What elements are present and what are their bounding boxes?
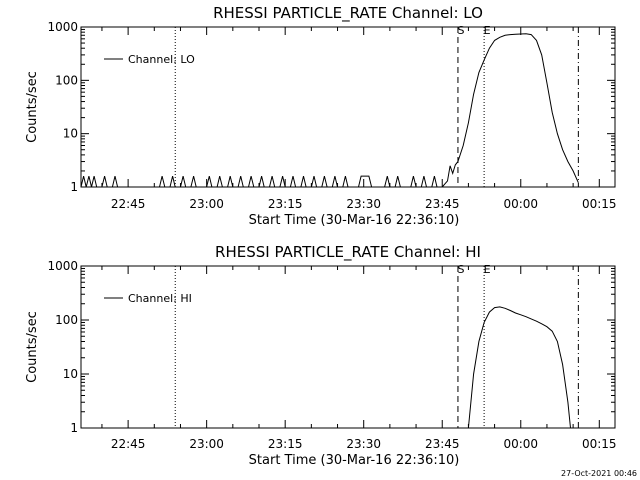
legend-label: Channel: LO xyxy=(128,53,195,66)
x-tick-label: 00:15 xyxy=(582,437,617,451)
footer-timestamp: 27-Oct-2021 00:46 xyxy=(561,469,637,478)
chart-title: RHESSI PARTICLE_RATE Channel: LO xyxy=(213,4,483,23)
y-axis-label: Counts/sec xyxy=(25,71,40,143)
x-axis-label: Start Time (30-Mar-16 22:36:10) xyxy=(249,453,460,468)
marker-label-s: S xyxy=(457,24,464,37)
y-tick-label: 1000 xyxy=(47,259,78,273)
x-tick-label: 23:30 xyxy=(346,197,381,211)
x-tick-label: 23:00 xyxy=(189,197,224,211)
marker-label-s: S xyxy=(457,263,464,276)
y-tick-label: 1 xyxy=(70,180,78,194)
y-tick-label: 100 xyxy=(55,73,78,87)
plot-frame xyxy=(80,26,616,188)
x-tick-label: 00:15 xyxy=(582,197,617,211)
y-tick-label: 1000 xyxy=(47,20,78,34)
y-axis-label: Counts/sec xyxy=(25,311,40,383)
y-tick-label: 10 xyxy=(63,367,78,381)
panel-lo: RHESSI PARTICLE_RATE Channel: LO 1 10 100 10… xyxy=(25,4,617,228)
series-line xyxy=(467,306,571,429)
x-tick-label: 23:45 xyxy=(425,197,460,211)
chart-title: RHESSI PARTICLE_RATE Channel: HI xyxy=(215,243,481,262)
y-tick-label: 10 xyxy=(63,127,78,141)
x-tick-label: 23:45 xyxy=(425,437,460,451)
marker-label-e: E xyxy=(484,263,491,276)
x-tick-label: 23:15 xyxy=(268,437,303,451)
legend-label: Channel: HI xyxy=(128,292,192,305)
x-tick-label: 00:00 xyxy=(503,437,538,451)
plot-frame xyxy=(80,265,616,429)
marker-label-e: E xyxy=(484,24,491,37)
x-tick-label: 00:00 xyxy=(503,197,538,211)
x-tick-label: 23:30 xyxy=(346,437,381,451)
x-tick-label: 23:00 xyxy=(189,437,224,451)
series-line xyxy=(80,33,579,188)
panel-hi: RHESSI PARTICLE_RATE Channel: HI 1 10 100 10… xyxy=(25,243,617,468)
x-tick-label: 22:45 xyxy=(111,197,146,211)
x-tick-label: 22:45 xyxy=(111,437,146,451)
y-tick-label: 100 xyxy=(55,313,78,327)
y-tick-label: 1 xyxy=(70,421,78,435)
x-tick-label: 23:15 xyxy=(268,197,303,211)
x-axis-label: Start Time (30-Mar-16 22:36:10) xyxy=(249,213,460,228)
